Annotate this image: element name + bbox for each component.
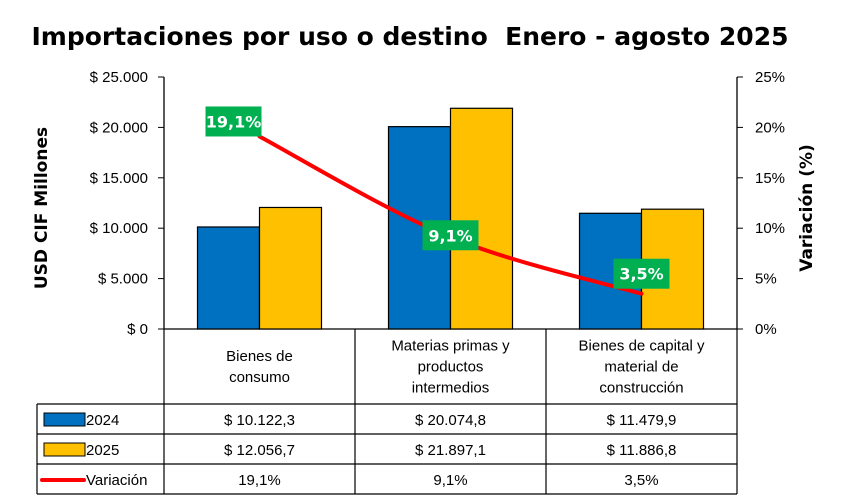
bar-2024-0 xyxy=(196,226,261,330)
y2-axis-title: Variación (%) xyxy=(797,144,817,272)
y-tick-label: $ 0 xyxy=(127,321,148,338)
table-cell-Variación-2: 3,5% xyxy=(624,472,658,489)
variation-line: 19,1% 9,1% 3,5% xyxy=(205,106,670,296)
table-cell-Variación-0: 19,1% xyxy=(238,472,281,489)
y-tick-label: $ 5.000 xyxy=(98,271,148,288)
table-cell-2025-2: $ 11.886,8 xyxy=(607,442,677,459)
variation-data-label-0: 19,1% xyxy=(205,106,262,137)
y2-tick-label: 20% xyxy=(755,119,785,136)
bar-2025-1 xyxy=(449,107,514,330)
y2-tick-label: 15% xyxy=(755,170,785,187)
axes: $ 0 $ 5.000 $ 10.000 $ 15.000 $ 20.000 $ 25.0… xyxy=(32,69,817,338)
table-cell-2024-1: $ 20.074,8 xyxy=(415,412,486,429)
data-label-box xyxy=(205,106,262,137)
table-cell-2024-0: $ 10.122,3 xyxy=(224,412,295,429)
legend-label-2025: 2025 xyxy=(86,442,119,459)
table-cell-Variación-1: 9,1% xyxy=(433,472,467,489)
data-label-box xyxy=(422,220,479,251)
x-category-label: Bienes de xyxy=(226,348,293,365)
y-tick-label: $ 15.000 xyxy=(90,170,148,187)
x-category-label: Bienes de capital y xyxy=(579,338,705,355)
legend-label-Variación: Variación xyxy=(86,472,147,489)
x-category-label: consumo xyxy=(229,369,290,386)
bars xyxy=(196,107,705,330)
data-label-text: 9,1% xyxy=(428,226,472,245)
chart-title: Importaciones por uso o destino Enero - … xyxy=(31,22,789,51)
data-label-text: 19,1% xyxy=(206,112,262,131)
data-label-text: 3,5% xyxy=(619,265,663,284)
table-cell-2025-0: $ 12.056,7 xyxy=(224,442,295,459)
y-tick-label: $ 20.000 xyxy=(90,119,148,136)
y-tick-label: $ 25.000 xyxy=(90,69,148,86)
y2-tick-label: 0% xyxy=(755,321,777,338)
variation-data-label-1: 9,1% xyxy=(422,220,479,251)
bar-2025-0 xyxy=(258,206,323,330)
x-category-label: intermedios xyxy=(412,380,490,397)
legend-key-2025 xyxy=(43,442,86,457)
variation-data-label-2: 3,5% xyxy=(613,258,670,289)
data-label-box xyxy=(613,258,670,289)
x-category-label: material de xyxy=(604,359,678,376)
y2-tick-label: 25% xyxy=(755,69,785,86)
y-tick-label: $ 10.000 xyxy=(90,220,148,237)
table-cell-2024-2: $ 11.479,9 xyxy=(607,412,677,429)
legend-key-2024 xyxy=(43,412,86,427)
data-table: Bienes de consumo Materias primas y product… xyxy=(36,329,738,495)
x-category-label: Materias primas y xyxy=(391,338,510,355)
y2-tick-label: 5% xyxy=(755,271,777,288)
legend-label-2024: 2024 xyxy=(86,412,119,429)
table-cell-2025-1: $ 21.897,1 xyxy=(415,442,486,459)
x-category-label: construcción xyxy=(599,380,683,397)
y-axis-title: USD CIF Millones xyxy=(32,127,52,289)
x-category-label: productos xyxy=(418,359,484,376)
y2-tick-label: 10% xyxy=(755,220,785,237)
